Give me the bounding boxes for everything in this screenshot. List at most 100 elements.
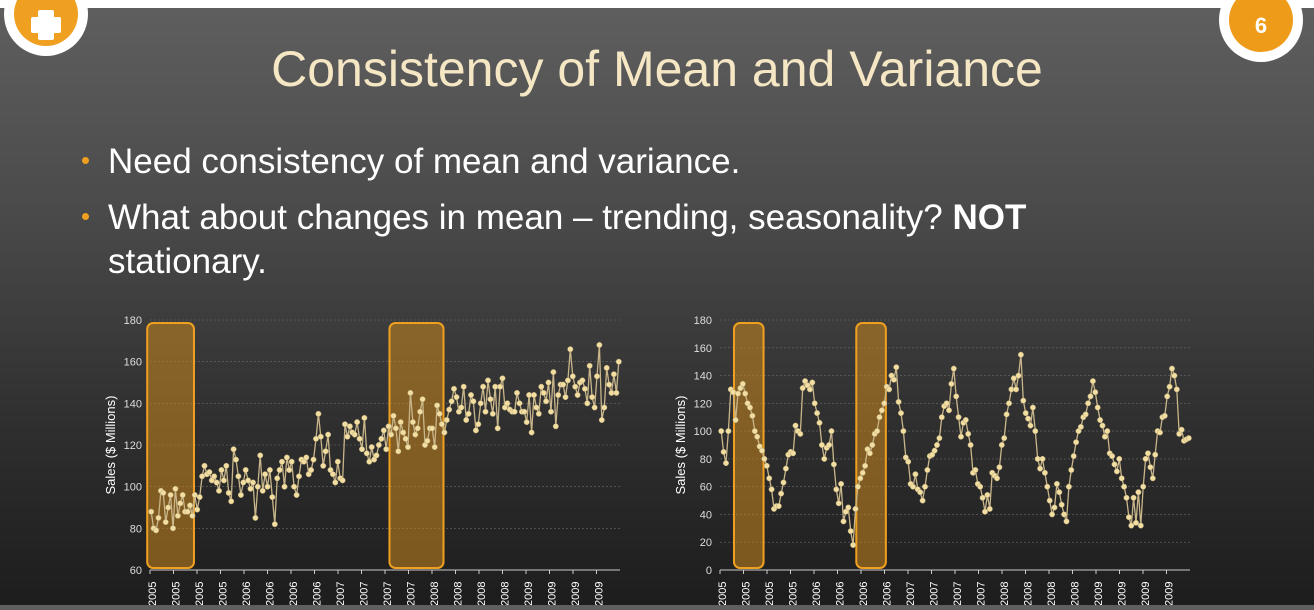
data-point: [1061, 511, 1068, 518]
y-axis-label: Sales ($ Millions): [103, 396, 118, 495]
data-point: [531, 392, 537, 398]
data-point: [1125, 514, 1132, 521]
x-tick-label: 2005: [741, 582, 753, 605]
data-point: [458, 404, 465, 411]
data-point: [723, 460, 729, 467]
data-point: [240, 479, 247, 486]
data-point: [895, 398, 902, 405]
data-point: [1046, 497, 1053, 504]
data-point: [274, 475, 281, 482]
x-tick-label: 2005: [717, 582, 729, 605]
data-point: [1164, 393, 1171, 400]
data-point: [339, 477, 346, 484]
x-tick-label: 2009: [1093, 582, 1105, 605]
x-tick-label: 2008: [500, 582, 512, 605]
data-point: [409, 419, 416, 426]
x-tick-label: 2008: [1070, 582, 1082, 605]
chart-right: 0 20 40 60 80 100 120 140 160 180 Sales ($ Million…: [665, 305, 1205, 610]
data-point: [763, 462, 770, 469]
data-point: [1171, 372, 1178, 379]
x-tick-label: 2008: [476, 582, 488, 605]
data-point: [521, 408, 528, 415]
data-point: [441, 429, 448, 436]
data-point: [211, 473, 218, 480]
data-point: [1063, 518, 1070, 525]
data-point: [1152, 451, 1159, 458]
x-tick-label: 2009: [1117, 582, 1129, 605]
data-point: [245, 477, 252, 484]
data-point: [368, 444, 375, 451]
data-point: [1085, 400, 1092, 407]
y-tick-label: 140: [694, 371, 712, 383]
x-tick-label: 2006: [835, 582, 847, 605]
data-point: [1185, 435, 1192, 442]
data-point: [153, 527, 160, 534]
data-point: [749, 412, 756, 419]
data-point: [766, 475, 773, 482]
data-point: [948, 380, 955, 387]
data-point: [1070, 453, 1077, 460]
data-point: [847, 528, 854, 535]
bullet-dot: [82, 157, 89, 164]
data-point: [194, 506, 201, 513]
y-tick-label: 100: [694, 426, 712, 438]
data-point: [893, 364, 900, 371]
bullet-item: What about changes in mean – trending, s…: [82, 196, 1248, 284]
data-point: [342, 421, 348, 428]
data-point: [1087, 393, 1094, 400]
data-point: [482, 408, 489, 415]
data-point: [958, 433, 964, 440]
data-point: [320, 462, 327, 469]
data-point: [994, 475, 1000, 482]
data-point: [286, 467, 293, 473]
data-point: [172, 485, 179, 492]
data-point: [373, 452, 380, 459]
data-point: [315, 410, 322, 417]
slide-title: Consistency of Mean and Variance: [271, 41, 1043, 97]
x-tick-label: 2007: [905, 582, 917, 605]
data-point: [429, 425, 436, 432]
data-point: [797, 430, 804, 437]
data-point: [395, 448, 402, 455]
x-tick-label: 2009: [1164, 582, 1176, 605]
series-line: [150, 344, 620, 532]
data-point: [303, 454, 310, 461]
data-point: [1118, 475, 1125, 482]
data-point: [751, 428, 758, 435]
data-point: [424, 437, 431, 444]
data-point: [564, 377, 571, 384]
data-point: [730, 389, 737, 396]
data-point: [535, 410, 542, 417]
data-point: [826, 442, 833, 448]
data-point: [468, 392, 474, 398]
data-point: [900, 428, 907, 435]
data-point: [497, 383, 504, 390]
data-point: [296, 473, 302, 480]
data-point: [910, 483, 916, 490]
data-point: [898, 410, 904, 417]
data-point: [998, 442, 1005, 448]
data-point: [262, 471, 269, 478]
data-point: [1015, 372, 1022, 379]
data-point: [237, 492, 244, 498]
data-point: [453, 394, 460, 401]
data-point: [1145, 450, 1151, 457]
data-point: [191, 492, 198, 498]
data-point: [946, 407, 952, 414]
data-point: [1161, 412, 1168, 419]
data-point: [768, 486, 775, 493]
data-point: [838, 480, 845, 487]
y-tick-label: 140: [124, 398, 142, 410]
data-point: [890, 376, 897, 383]
x-tick-label: 2006: [858, 582, 870, 605]
y-tick-label: 100: [124, 482, 142, 494]
data-point: [446, 406, 453, 413]
data-point: [1003, 411, 1010, 418]
data-point: [247, 485, 254, 492]
x-tick-label: 2009: [547, 582, 559, 605]
data-point: [448, 398, 455, 405]
y-tick-label: 60: [700, 482, 712, 494]
data-point: [1137, 522, 1144, 529]
data-point: [742, 390, 749, 397]
data-point: [866, 450, 873, 457]
